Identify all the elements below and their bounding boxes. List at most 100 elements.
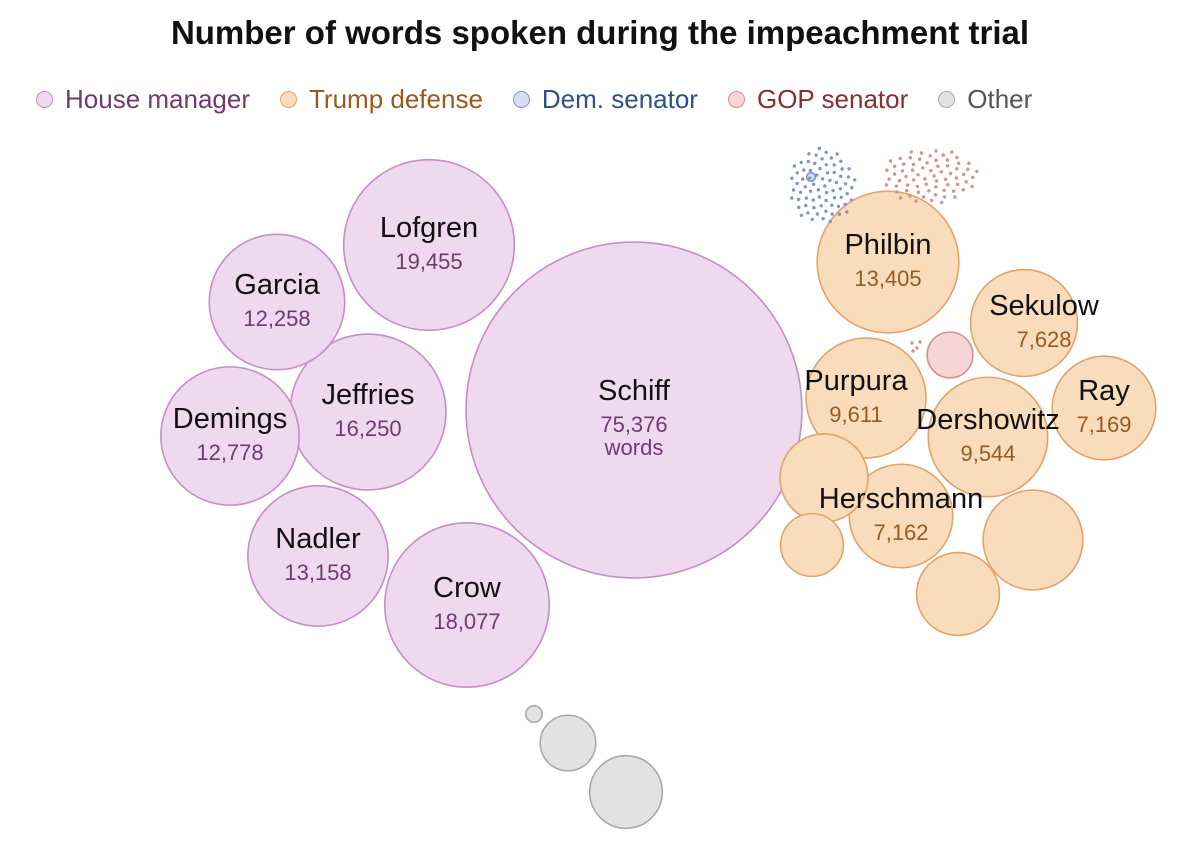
minor-speaker-dot xyxy=(955,167,959,171)
minor-speaker-dot xyxy=(796,197,801,202)
minor-speaker-dot xyxy=(897,179,902,183)
minor-speaker-dot xyxy=(902,162,906,166)
bubble-value-herschmann: 7,162 xyxy=(873,520,928,545)
bubble-circle-ray xyxy=(1051,355,1157,461)
minor-speaker-dot xyxy=(898,156,902,161)
minor-speaker-dot xyxy=(824,150,828,155)
minor-speaker-dot xyxy=(925,161,929,165)
bubble-circle-herschmann xyxy=(848,463,954,569)
minor-speaker-dot xyxy=(927,189,931,193)
bubble-circle-nadler xyxy=(247,485,389,627)
bubble-other-21 xyxy=(524,704,544,724)
minor-speaker-dot xyxy=(957,161,961,165)
minor-speaker-dot xyxy=(799,213,804,218)
minor-speaker-dot xyxy=(795,171,799,175)
minor-speaker-dot xyxy=(790,196,794,200)
legend-item-house: House manager xyxy=(36,84,250,115)
minor-speaker-dot xyxy=(921,166,925,170)
minor-speaker-dot xyxy=(831,188,835,193)
minor-speaker-dot xyxy=(906,183,910,187)
minor-speaker-dot xyxy=(828,219,832,224)
bubble-name-philbin: Philbin xyxy=(844,229,931,261)
minor-speaker-dot xyxy=(804,203,808,208)
minor-speaker-dot xyxy=(950,150,954,154)
bubble-name-ray: Ray xyxy=(1078,375,1130,407)
minor-speaker-dot xyxy=(939,170,944,174)
bubble-value-philbin: 13,405 xyxy=(854,266,921,291)
minor-speaker-dot xyxy=(964,180,968,184)
minor-speaker-dot xyxy=(919,151,924,155)
minor-speaker-dot xyxy=(819,204,823,208)
minor-speaker-dot xyxy=(792,164,797,168)
minor-speaker-dot xyxy=(846,175,851,179)
bubble-value-jeffries: 16,250 xyxy=(334,416,401,441)
minor-speaker-dot xyxy=(808,168,813,173)
minor-speaker-dot xyxy=(824,163,828,167)
bubble-gop-17 xyxy=(926,331,974,379)
bubble-name-crow: Crow xyxy=(433,572,502,604)
minor-speaker-dot xyxy=(928,154,932,158)
minor-speaker-dot xyxy=(917,157,922,161)
bubble-name-sekulow: Sekulow xyxy=(989,290,1100,322)
minor-speaker-dot xyxy=(908,156,912,160)
minor-speaker-dot xyxy=(894,184,898,188)
bubble-demings xyxy=(160,366,300,506)
minor-speaker-dot xyxy=(845,192,849,196)
bubble-name-dershowitz: Dershowitz xyxy=(916,404,1059,436)
bubble-value-sekulow: 7,628 xyxy=(1016,327,1071,352)
bubble-value-garcia: 12,258 xyxy=(243,306,310,331)
bubble-name-schiff: Schiff xyxy=(598,375,671,407)
minor-speaker-dot xyxy=(971,175,975,179)
minor-speaker-dot xyxy=(912,178,916,182)
bubble-circle-other-19 xyxy=(588,754,664,830)
minor-speaker-dot xyxy=(918,340,922,344)
bubble-value-lofgren: 19,455 xyxy=(395,249,462,274)
bubble-value-demings: 12,778 xyxy=(196,440,263,465)
bubble-circle-other-21 xyxy=(524,704,544,724)
minor-speaker-dot xyxy=(847,167,851,171)
minor-speaker-dot xyxy=(885,168,889,172)
minor-speaker-dot xyxy=(815,173,819,177)
bubble-schiff xyxy=(465,241,803,579)
minor-speaker-dot xyxy=(808,176,812,180)
minor-speaker-dot xyxy=(838,187,843,191)
minor-speaker-dot xyxy=(892,172,897,176)
minor-speaker-dot xyxy=(808,189,813,193)
minor-speaker-dot xyxy=(832,170,836,175)
minor-speaker-dot xyxy=(948,171,953,176)
bubble-name-demings: Demings xyxy=(173,403,287,435)
bubble-circle-defense-15 xyxy=(915,551,1001,637)
bubble-unit-label: words xyxy=(604,435,664,460)
minor-speaker-dot xyxy=(829,156,833,160)
bubble-defense-13 xyxy=(982,489,1084,591)
minor-speaker-dot xyxy=(929,198,934,203)
minor-speaker-dot xyxy=(828,178,832,183)
minor-speaker-dot xyxy=(817,195,821,199)
minor-speaker-dot xyxy=(797,205,801,210)
minor-speaker-dot xyxy=(834,180,839,185)
minor-speaker-dot xyxy=(900,169,905,173)
minor-speaker-dot xyxy=(932,174,936,178)
legend-item-defense: Trump defense xyxy=(280,84,483,115)
bubble-crow xyxy=(383,521,551,689)
bubble-value-purpura: 9,611 xyxy=(829,402,882,427)
minor-speaker-dot xyxy=(915,346,919,350)
minor-speaker-dot xyxy=(942,188,946,193)
bubble-circle-defense-13 xyxy=(982,489,1084,591)
minor-speaker-dot xyxy=(810,217,814,222)
minor-speaker-dot xyxy=(970,184,974,189)
bubble-dershowitz xyxy=(927,376,1049,498)
minor-speaker-dot xyxy=(934,179,939,183)
minor-speaker-dot xyxy=(830,203,834,207)
minor-speaker-dot xyxy=(929,169,933,173)
minor-speaker-dot xyxy=(843,202,847,207)
minor-speaker-dot xyxy=(802,168,806,172)
bubble-name-purpura: Purpura xyxy=(804,365,908,397)
minor-speaker-dot xyxy=(807,152,811,156)
minor-speaker-dot xyxy=(839,174,843,178)
minor-speaker-dot xyxy=(916,190,921,194)
bubble-circle-demings xyxy=(160,366,300,506)
minor-speaker-dot xyxy=(798,190,803,194)
bubble-circle-sekulow xyxy=(969,268,1079,378)
